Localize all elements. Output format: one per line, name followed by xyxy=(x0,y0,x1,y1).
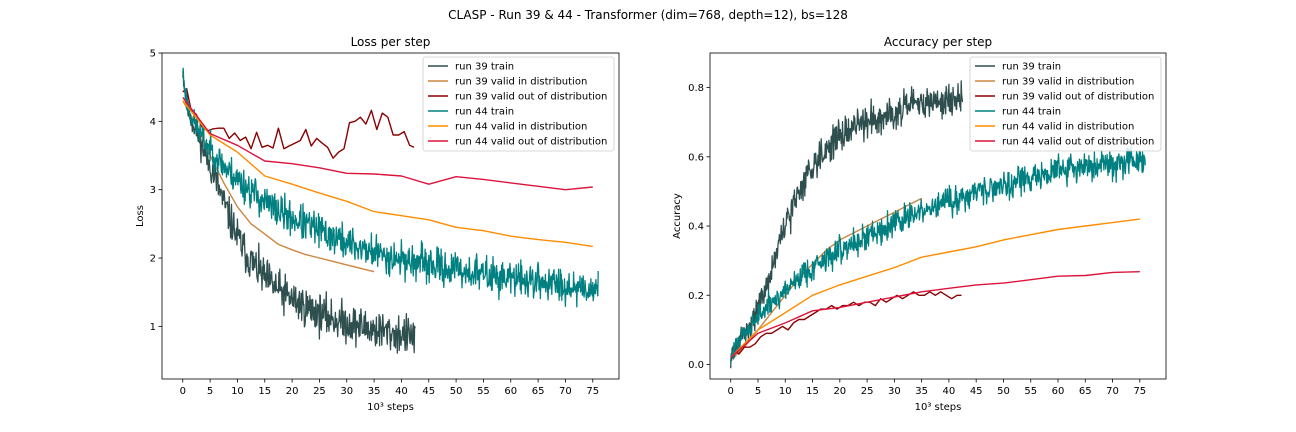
x-tick-label: 60 xyxy=(504,386,517,397)
x-tick-label: 40 xyxy=(943,386,956,397)
loss-y-axis-label: Loss xyxy=(135,205,146,227)
accuracy-chart-title: Accuracy per step xyxy=(884,35,992,49)
x-tick-label: 5 xyxy=(207,386,213,397)
x-tick-label: 10 xyxy=(231,386,244,397)
loss-legend: run 39 train run 39 valid in distribution… xyxy=(422,56,615,152)
x-tick-label: 35 xyxy=(915,386,928,397)
x-tick-label: 40 xyxy=(395,386,408,397)
x-tick-label: 30 xyxy=(340,386,353,397)
legend-label: run 44 valid out of distribution xyxy=(455,137,607,148)
y-tick-label: 1 xyxy=(150,322,156,333)
x-tick-label: 20 xyxy=(286,386,299,397)
figure-title: CLASP - Run 39 & 44 - Transformer (dim=7… xyxy=(448,8,848,22)
x-tick-label: 20 xyxy=(833,386,846,397)
series-line-run-44-valid-out-of-distribution xyxy=(182,96,593,191)
y-tick-label: 2 xyxy=(150,254,156,265)
x-tick-label: 50 xyxy=(450,386,463,397)
legend-label: run 39 valid out of distribution xyxy=(1002,92,1154,103)
series-line-run-39-valid-out-of-distribution xyxy=(730,291,962,362)
legend-box xyxy=(969,56,1162,152)
series-line-run-44-valid-in-distribution xyxy=(182,100,593,248)
y-tick-label: 0.4 xyxy=(688,222,704,233)
x-tick-label: 55 xyxy=(1024,386,1037,397)
x-tick-label: 60 xyxy=(1052,386,1065,397)
loss-chart-title: Loss per step xyxy=(351,35,431,49)
y-tick-label: 0.2 xyxy=(688,291,704,302)
y-tick-label: 0.6 xyxy=(688,152,704,163)
legend-label: run 39 valid out of distribution xyxy=(455,92,607,103)
series-line-run-39-train xyxy=(730,80,964,369)
legend-label: run 39 valid in distribution xyxy=(455,77,587,88)
x-tick-label: 70 xyxy=(559,386,572,397)
x-tick-label: 50 xyxy=(997,386,1010,397)
accuracy-axes-frame xyxy=(709,52,1167,380)
y-tick-label: 0.8 xyxy=(688,83,704,94)
loss-x-axis-label: 10³ steps xyxy=(367,402,414,413)
y-tick-label: 0.0 xyxy=(688,360,704,371)
x-tick-label: 75 xyxy=(1133,386,1146,397)
x-tick-label: 25 xyxy=(313,386,326,397)
loss-axes-frame xyxy=(161,52,620,380)
x-tick-label: 45 xyxy=(422,386,435,397)
series-line-run-44-train xyxy=(730,145,1146,364)
legend-label: run 44 valid in distribution xyxy=(455,122,587,133)
x-tick-label: 15 xyxy=(258,386,271,397)
series-line-run-44-valid-in-distribution xyxy=(730,218,1140,358)
legend-box xyxy=(422,56,615,152)
x-tick-label: 75 xyxy=(586,386,599,397)
y-tick-label: 3 xyxy=(150,185,156,196)
x-tick-label: 10 xyxy=(779,386,792,397)
legend-label: run 39 train xyxy=(1002,62,1061,73)
series-line-run-39-valid-out-of-distribution xyxy=(182,87,415,159)
x-tick-label: 70 xyxy=(1106,386,1119,397)
legend-label: run 44 valid in distribution xyxy=(1002,122,1134,133)
legend-label: run 44 train xyxy=(455,107,514,118)
series-line-run-44-valid-out-of-distribution xyxy=(730,271,1140,359)
accuracy-x-axis-label: 10³ steps xyxy=(915,402,962,413)
series-line-run-39-train xyxy=(182,72,416,354)
x-tick-label: 25 xyxy=(861,386,874,397)
legend-label: run 39 train xyxy=(455,62,514,73)
series-line-run-44-train xyxy=(182,67,599,308)
accuracy-y-axis-label: Accuracy xyxy=(672,193,683,239)
x-tick-label: 30 xyxy=(888,386,901,397)
accuracy-legend: run 39 train run 39 valid in distribution… xyxy=(969,56,1162,152)
x-tick-label: 0 xyxy=(180,386,186,397)
x-tick-label: 65 xyxy=(532,386,545,397)
y-tick-label: 5 xyxy=(150,49,156,60)
accuracy-chart-panel: Accuracy per step 0 5 10 15 20 25 30 35 40 45 50 55 6… xyxy=(672,35,1167,413)
x-tick-label: 15 xyxy=(806,386,819,397)
x-tick-label: 35 xyxy=(368,386,381,397)
legend-label: run 44 train xyxy=(1002,107,1061,118)
x-tick-label: 45 xyxy=(970,386,983,397)
y-tick-label: 4 xyxy=(150,117,156,128)
x-tick-label: 0 xyxy=(728,386,734,397)
legend-label: run 44 valid out of distribution xyxy=(1002,137,1154,148)
x-tick-label: 55 xyxy=(477,386,490,397)
x-tick-label: 5 xyxy=(755,386,761,397)
legend-label: run 39 valid in distribution xyxy=(1002,77,1134,88)
x-tick-label: 65 xyxy=(1079,386,1092,397)
